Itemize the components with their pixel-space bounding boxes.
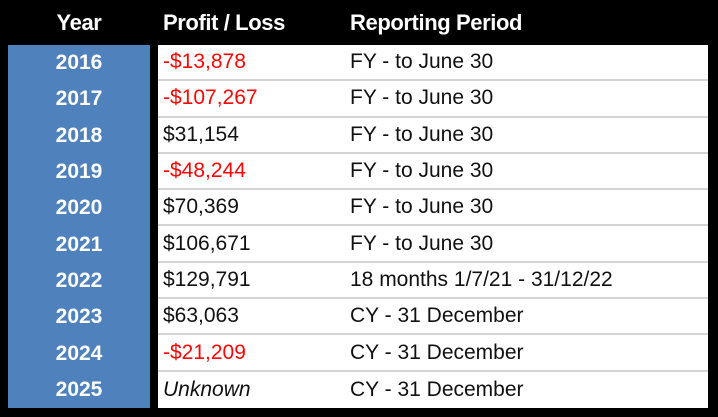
table-header: Year Profit / Loss Reporting Period [0, 0, 718, 45]
year-cell: 2017 [8, 81, 150, 118]
table-row: 2021 $106,671 FY - to June 30 [0, 226, 718, 263]
reporting-period-value: FY - to June 30 [350, 231, 494, 255]
row-content-cell: $31,154 FY - to June 30 [158, 117, 708, 154]
reporting-period-value: CY - 31 December [350, 304, 524, 328]
profit-loss-value: $129,791 [163, 267, 251, 291]
reporting-period-value: FY - to June 30 [350, 122, 494, 146]
row-content-cell: -$107,267 FY - to June 30 [158, 81, 708, 118]
profit-loss-value: -$13,878 [163, 50, 246, 74]
year-cell: 2021 [8, 226, 150, 263]
profit-loss-value: Unknown [163, 377, 251, 401]
profit-loss-value: $31,154 [163, 122, 239, 146]
table-row: 2024 -$21,209 CY - 31 December [0, 335, 718, 372]
row-content-cell: $106,671 FY - to June 30 [158, 226, 708, 263]
year-cell: 2025 [8, 371, 150, 408]
reporting-period-value: FY - to June 30 [350, 195, 494, 219]
table-row: 2019 -$48,244 FY - to June 30 [0, 153, 718, 191]
profit-loss-value: $106,671 [163, 231, 251, 255]
row-content-cell: -$21,209 CY - 31 December [158, 335, 708, 372]
reporting-period-value: CY - 31 December [350, 377, 524, 401]
table-row: 2025 Unknown CY - 31 December [0, 371, 718, 408]
row-content-cell: $129,791 18 months 1/7/21 - 31/12/22 [158, 262, 708, 300]
profit-loss-value: $70,369 [163, 195, 239, 219]
reporting-period-value: 18 months 1/7/21 - 31/12/22 [350, 267, 613, 291]
reporting-period-value: FY - to June 30 [350, 86, 494, 110]
year-cell: 2023 [8, 299, 150, 336]
year-cell: 2022 [8, 262, 150, 300]
year-cell: 2018 [8, 117, 150, 154]
reporting-period-value: FY - to June 30 [350, 159, 494, 183]
header-year: Year [56, 9, 102, 35]
profit-loss-value: -$48,244 [163, 159, 246, 183]
reporting-period-value: FY - to June 30 [350, 50, 494, 74]
table-row: 2018 $31,154 FY - to June 30 [0, 117, 718, 154]
table-row: 2022 $129,791 18 months 1/7/21 - 31/12/2… [0, 262, 718, 300]
reporting-period-value: CY - 31 December [350, 340, 524, 364]
row-content-cell: $63,063 CY - 31 December [158, 299, 708, 336]
year-cell: 2016 [8, 45, 150, 82]
table-body: 2016 -$13,878 FY - to June 30 2017 -$107… [0, 45, 718, 408]
year-cell: 2024 [8, 335, 150, 372]
row-content-cell: -$48,244 FY - to June 30 [158, 153, 708, 191]
year-cell: 2019 [8, 153, 150, 191]
year-cell: 2020 [8, 190, 150, 227]
table-row: 2020 $70,369 FY - to June 30 [0, 190, 718, 227]
table-row: 2016 -$13,878 FY - to June 30 [0, 45, 718, 82]
table-row: 2023 $63,063 CY - 31 December [0, 299, 718, 336]
row-content-cell: $70,369 FY - to June 30 [158, 190, 708, 227]
profit-loss-value: $63,063 [163, 304, 239, 328]
header-reporting-period: Reporting Period [350, 9, 523, 35]
row-content-cell: -$13,878 FY - to June 30 [158, 45, 708, 82]
header-profit-loss: Profit / Loss [163, 9, 285, 35]
profit-loss-value: -$107,267 [163, 86, 258, 110]
profit-loss-value: -$21,209 [163, 340, 246, 364]
table-row: 2017 -$107,267 FY - to June 30 [0, 81, 718, 118]
row-content-cell: Unknown CY - 31 December [158, 371, 708, 408]
